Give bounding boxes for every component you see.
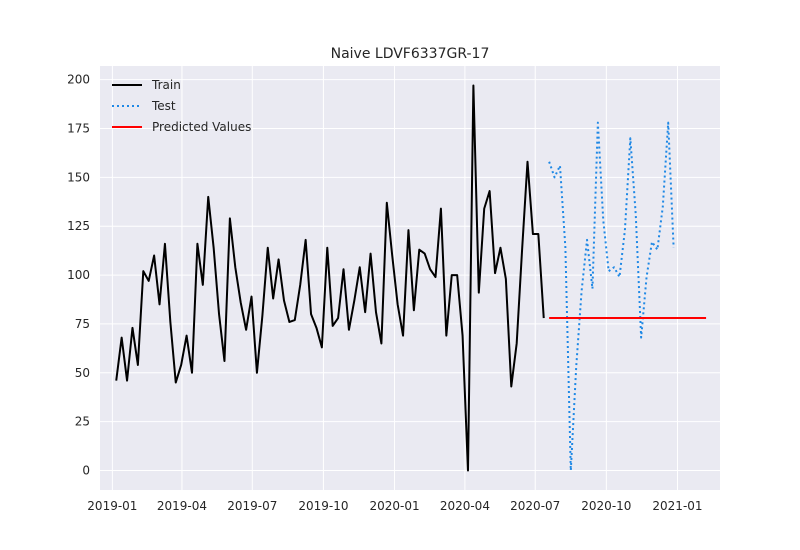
y-tick-label: 75 — [75, 317, 90, 331]
x-tick-label: 2020-07 — [510, 499, 560, 513]
x-tick-label: 2019-01 — [87, 499, 137, 513]
legend: Train Test Predicted Values — [112, 78, 251, 134]
legend-label: Predicted Values — [152, 120, 251, 134]
x-tick-label: 2020-04 — [440, 499, 490, 513]
y-tick-label: 175 — [67, 122, 90, 136]
y-tick-label: 125 — [67, 219, 90, 233]
y-tick-label: 200 — [67, 73, 90, 87]
legend-label: Test — [151, 99, 176, 113]
series-line-train — [115, 84, 545, 472]
y-tick-label: 50 — [75, 366, 90, 380]
legend-label: Train — [151, 78, 181, 92]
x-tick-label: 2019-10 — [298, 499, 348, 513]
x-tick-label: 2021-01 — [652, 499, 702, 513]
x-tick-label: 2020-10 — [581, 499, 631, 513]
y-tick-label: 25 — [75, 415, 90, 429]
x-tick-label: 2019-04 — [157, 499, 207, 513]
ticks: 0 25 50 75 100 125 150 175 200 2019-01 2019-04 2019… — [67, 73, 702, 513]
y-tick-label: 100 — [67, 268, 90, 282]
x-tick-label: 2019-07 — [227, 499, 277, 513]
chart-title: Naive LDVF6337GR-17 — [331, 46, 490, 62]
y-tick-label: 0 — [82, 463, 90, 477]
series-layer — [115, 84, 707, 472]
x-tick-label: 2020-01 — [369, 499, 419, 513]
grid — [100, 66, 720, 490]
y-tick-label: 150 — [67, 170, 90, 184]
